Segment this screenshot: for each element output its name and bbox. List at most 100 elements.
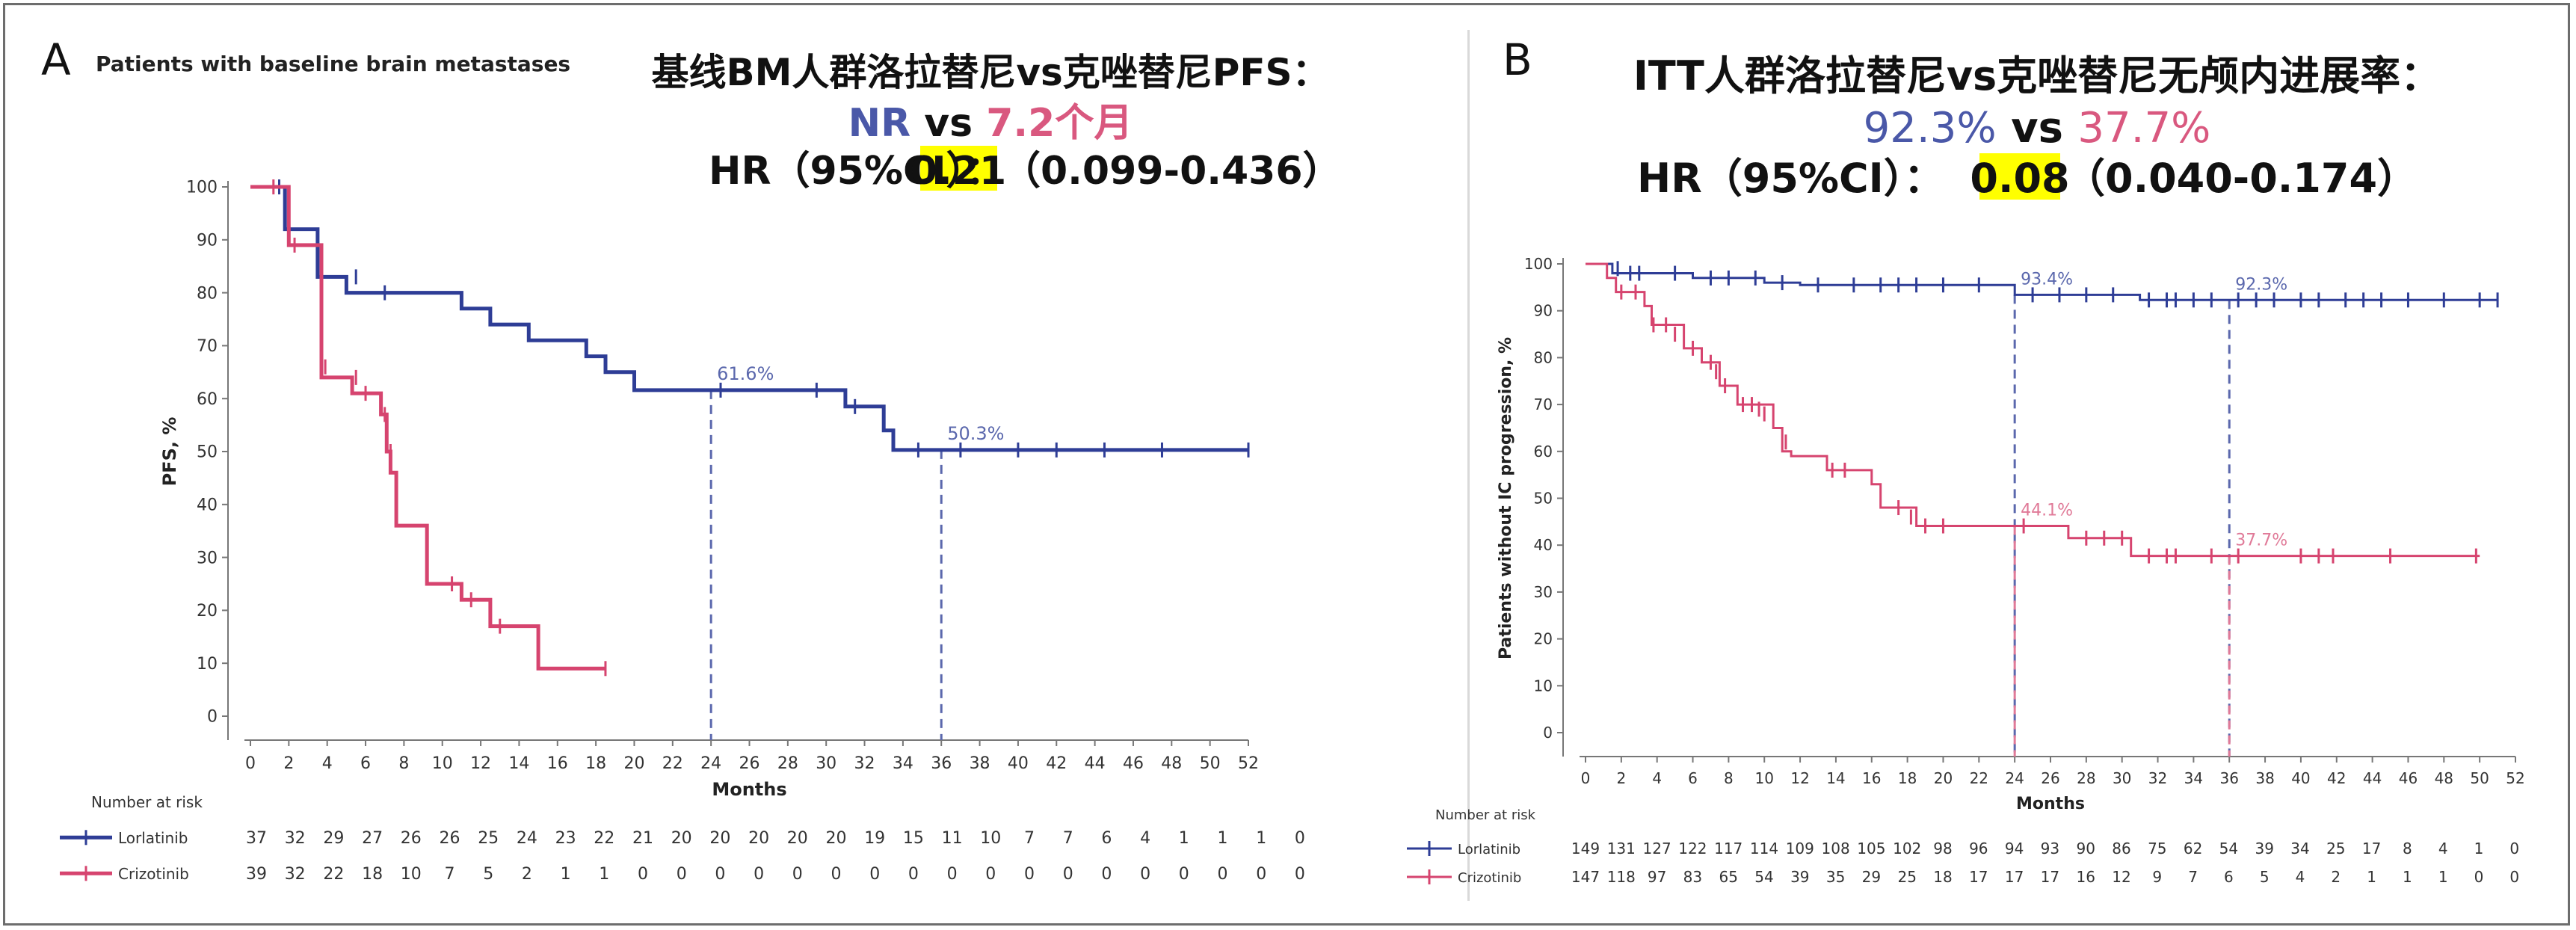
panel-b-risk-value: 6 xyxy=(2224,868,2234,886)
panel-b-y-axis-label: Patients without IC progression, % xyxy=(1497,337,1515,659)
panel-a-risk-value: 7 xyxy=(1024,829,1035,848)
panel-a-risk-value: 4 xyxy=(1140,829,1150,848)
panel-a-headline: 基线BM人群洛拉替尼vs克唑替尼PFS： xyxy=(651,51,1329,94)
panel-a-risk-value: 7 xyxy=(1063,829,1073,848)
panel-b-risk-row-name-crizotinib: Crizotinib xyxy=(1458,870,1521,886)
panel-a-risk-value: 20 xyxy=(826,829,847,848)
panel-b-vs-text: vs xyxy=(2011,104,2063,153)
panel-a-risk-value: 0 xyxy=(754,865,764,884)
panel-b-rate-line: 92.3% vs 37.7% xyxy=(1864,104,2211,153)
panel-b-x-tick-label: 30 xyxy=(2113,769,2131,787)
panel-b-x-tick-label: 38 xyxy=(2255,769,2274,787)
panel-b-risk-value: 108 xyxy=(1822,840,1850,857)
panel-b-x-tick-label: 34 xyxy=(2184,769,2203,787)
panel-a-hr-highlight xyxy=(920,146,997,191)
panel-b-y-tick-label: 90 xyxy=(1534,302,1553,320)
panel-b-risk-value: 114 xyxy=(1750,840,1778,857)
panel-a-x-tick-label: 18 xyxy=(585,754,606,773)
panel-b-risk-value: 16 xyxy=(2076,868,2095,886)
panel-b-risk-row-name-lorlatinib: Lorlatinib xyxy=(1458,842,1520,857)
panel-b-annotation-label: 93.4% xyxy=(2021,270,2073,289)
panel-a-x-tick-label: 10 xyxy=(432,754,453,773)
panel-b-y-tick-label: 100 xyxy=(1524,255,1553,273)
panel-b-risk-value: 39 xyxy=(1790,868,1809,886)
panel-b-risk-value: 8 xyxy=(2403,840,2412,857)
panel-b-risk-value: 94 xyxy=(2005,840,2024,857)
panel-a-y-tick-label: 90 xyxy=(197,232,218,250)
panel-a-vs-space xyxy=(973,101,986,146)
panel-a-risk-value: 1 xyxy=(1179,829,1189,848)
panel-a-curve-lorlatinib xyxy=(250,185,1248,452)
panel-a-risk-value: 26 xyxy=(440,829,460,848)
panel-b-x-tick-label: 22 xyxy=(1970,769,1988,787)
panel-b-risk-value: 102 xyxy=(1893,840,1921,857)
panel-b-hr-value: 0.08 xyxy=(1970,155,2069,202)
panel-b-x-tick-label: 14 xyxy=(1826,769,1845,787)
panel-a-risk-value: 0 xyxy=(792,865,803,884)
panel-b-risk-value: 54 xyxy=(2219,840,2238,857)
panel-b-risk-value: 18 xyxy=(1933,868,1952,886)
panel-a-risk-value: 10 xyxy=(401,865,422,884)
panel-b-risk-value: 117 xyxy=(1714,840,1743,857)
panel-a-x-tick-label: 24 xyxy=(700,754,721,773)
panel-b-risk-value: 25 xyxy=(1897,868,1916,886)
panel-a-x-tick-label: 36 xyxy=(931,754,952,773)
panel-a-x-tick-label: 22 xyxy=(662,754,683,773)
panel-a-y-tick-label: 70 xyxy=(197,337,218,356)
panel-b-letter: B xyxy=(1503,34,1532,85)
panel-b-headline: ITT人群洛拉替尼vs克唑替尼无颅内进展率： xyxy=(1633,52,2441,99)
panel-b-risk-value: 105 xyxy=(1857,840,1885,857)
panel-a-risk-value: 0 xyxy=(1295,865,1305,884)
panel-a-y-tick-label: 30 xyxy=(197,549,218,567)
panel-a-risk-value: 2 xyxy=(522,865,532,884)
panel-a-subtitle: Patients with baseline brain metastases xyxy=(96,52,570,76)
panel-a-vs-text: vs xyxy=(924,101,973,146)
panel-b-risk-value: 118 xyxy=(1607,868,1636,886)
panel-b-x-tick-label: 26 xyxy=(2041,769,2059,787)
panel-b-hr-highlight xyxy=(1979,153,2060,200)
panel-b-vs-space2 xyxy=(2063,104,2078,153)
figure-frame xyxy=(3,3,2570,926)
panel-a-annotation-label: 61.6% xyxy=(717,363,774,384)
panel-a-x-tick-label: 50 xyxy=(1200,754,1221,773)
panel-a-risk-value: 23 xyxy=(555,829,576,848)
panel-b-x-tick-label: 40 xyxy=(2291,769,2310,787)
panel-b-risk-value: 0 xyxy=(2474,868,2484,886)
panel-a-y-tick-label: 60 xyxy=(197,390,218,409)
panel-a-risk-value: 20 xyxy=(748,829,769,848)
panel-a-risk-table-title: Number at risk xyxy=(91,793,203,811)
panel-a-annotation-label: 50.3% xyxy=(947,423,1004,444)
panel-b-risk-value: 4 xyxy=(2296,868,2305,886)
panel-a-risk-value: 0 xyxy=(1024,865,1035,884)
panel-b-y-tick-label: 50 xyxy=(1534,490,1553,508)
panel-a-risk-value: 0 xyxy=(1218,865,1228,884)
panel-b-risk-value: 83 xyxy=(1683,868,1702,886)
panel-a-x-tick-label: 48 xyxy=(1161,754,1182,773)
panel-a-risk-value: 0 xyxy=(677,865,687,884)
panel-b-risk-value: 90 xyxy=(2076,840,2095,857)
panel-b-value-crizotinib: 37.7% xyxy=(2077,104,2210,153)
panel-b-annotation-label: 92.3% xyxy=(2235,275,2287,294)
panel-a-y-tick-label: 10 xyxy=(197,655,218,674)
panel-a-risk-value: 15 xyxy=(903,829,924,848)
panel-b-hr-ci: （0.040-0.174） xyxy=(2065,155,2418,202)
panel-a-x-tick-label: 32 xyxy=(854,754,875,773)
panel-b-risk-value: 86 xyxy=(2112,840,2130,857)
panel-b-risk-value: 0 xyxy=(2509,840,2519,857)
panel-b-risk-value: 4 xyxy=(2438,840,2448,857)
panel-a-risk-value: 0 xyxy=(1063,865,1073,884)
panel-b-x-tick-label: 44 xyxy=(2363,769,2382,787)
panel-b-x-tick-label: 32 xyxy=(2148,769,2167,787)
panel-b-risk-table-title: Number at risk xyxy=(1435,807,1536,823)
panel-a-risk-value: 22 xyxy=(323,865,344,884)
panel-b-risk-value: 1 xyxy=(2474,840,2484,857)
panel-a-risk-value: 39 xyxy=(246,865,267,884)
panel-b-risk-value: 0 xyxy=(2509,868,2519,886)
panel-b-risk-value: 35 xyxy=(1826,868,1845,886)
panel-b-y-tick-label: 10 xyxy=(1534,677,1553,695)
panel-b-risk-value: 62 xyxy=(2184,840,2202,857)
panel-a-x-tick-label: 8 xyxy=(398,754,409,773)
panel-a-x-tick-label: 14 xyxy=(508,754,529,773)
